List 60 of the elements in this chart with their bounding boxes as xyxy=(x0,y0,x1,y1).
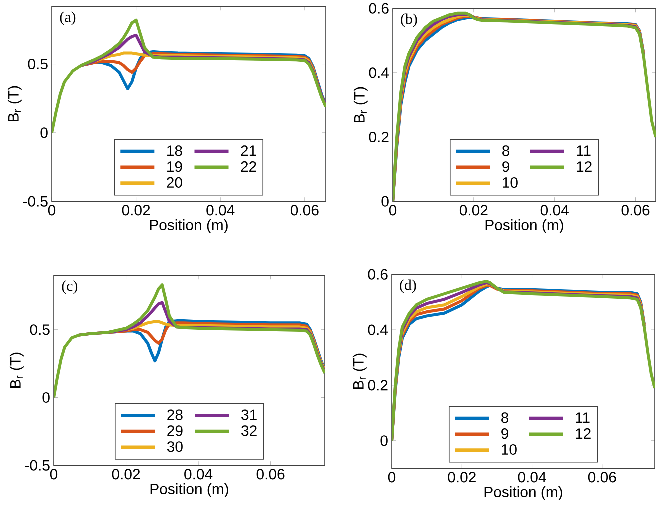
y-tick-label: 0 xyxy=(40,128,48,138)
y-axis-title: B$_{r}$ (T) xyxy=(354,88,368,123)
legend-label: 11 xyxy=(577,146,591,156)
y-tick-label: 0.5 xyxy=(30,324,50,336)
legend-label: 19 xyxy=(168,162,182,172)
x-tick-label: 0.06 xyxy=(622,205,650,216)
legend-label: 10 xyxy=(503,178,518,188)
y-tick-label: 0 xyxy=(42,392,50,404)
x-tick-label: 0.06 xyxy=(290,205,319,216)
y-tick-label: 0.5 xyxy=(28,59,48,70)
y-tick-label: 0.4 xyxy=(369,68,390,78)
x-tick-label: 0.06 xyxy=(256,469,285,480)
legend-label: 12 xyxy=(577,162,592,172)
legend-label: 11 xyxy=(576,412,590,424)
legend-label: 9 xyxy=(502,428,508,440)
legend-label: 9 xyxy=(502,162,510,172)
x-tick-label: 0.04 xyxy=(206,205,235,216)
x-tick-label: 0.04 xyxy=(184,469,213,480)
legend-label: 12 xyxy=(576,428,591,440)
x-axis-title: Position (m) xyxy=(150,484,228,498)
legend-label: 20 xyxy=(167,178,182,188)
legend-label: 29 xyxy=(168,426,183,436)
annotation: (c) xyxy=(62,280,78,294)
x-tick-label: 0 xyxy=(389,205,397,216)
legend-label: 22 xyxy=(241,162,256,172)
y-axis-title: B$_{r}$ (T) xyxy=(8,86,22,122)
legend-label: 18 xyxy=(168,146,182,156)
x-axis-title: Position (m) xyxy=(484,486,562,501)
legend-label: 21 xyxy=(241,146,256,156)
x-axis-title: Position (m) xyxy=(486,220,564,234)
y-axis-title: B$_{r}$ (T) xyxy=(352,354,367,390)
x-tick-label: 0.06 xyxy=(588,472,616,483)
legend-label: 10 xyxy=(502,444,517,456)
y-tick-label: -0.5 xyxy=(25,460,50,472)
x-tick-label: 0.04 xyxy=(540,205,569,216)
x-tick-label: 0.02 xyxy=(460,205,488,216)
annotation: (b) xyxy=(401,14,418,28)
legend-label: 8 xyxy=(502,146,510,156)
annotation: (a) xyxy=(60,12,76,26)
annotation: (d) xyxy=(400,280,416,294)
y-tick-label: 0 xyxy=(382,196,389,208)
y-tick-label: 0.4 xyxy=(368,324,388,336)
y-axis-title: B$_{r}$ (T) xyxy=(10,353,24,388)
x-tick-label: 0 xyxy=(50,469,58,480)
legend-label: 31 xyxy=(242,410,257,421)
legend-label: 32 xyxy=(242,426,257,436)
x-tick-label: 0.02 xyxy=(112,469,140,480)
y-tick-label: -0.5 xyxy=(23,196,48,208)
x-tick-label: 0.04 xyxy=(518,472,546,483)
y-tick-label: 0.2 xyxy=(369,132,389,143)
legend-label: 30 xyxy=(167,442,183,452)
y-tick-label: 0 xyxy=(380,436,388,446)
legend-label: 28 xyxy=(168,410,183,421)
x-tick-label: 0.02 xyxy=(122,205,150,216)
y-tick-label: 0.2 xyxy=(368,380,388,391)
y-tick-label: 0.6 xyxy=(369,4,389,14)
y-tick-label: 0.6 xyxy=(368,270,388,280)
x-axis-title: Position (m) xyxy=(150,220,228,234)
x-tick-label: 0.02 xyxy=(448,472,476,483)
legend-label: 8 xyxy=(502,412,509,424)
